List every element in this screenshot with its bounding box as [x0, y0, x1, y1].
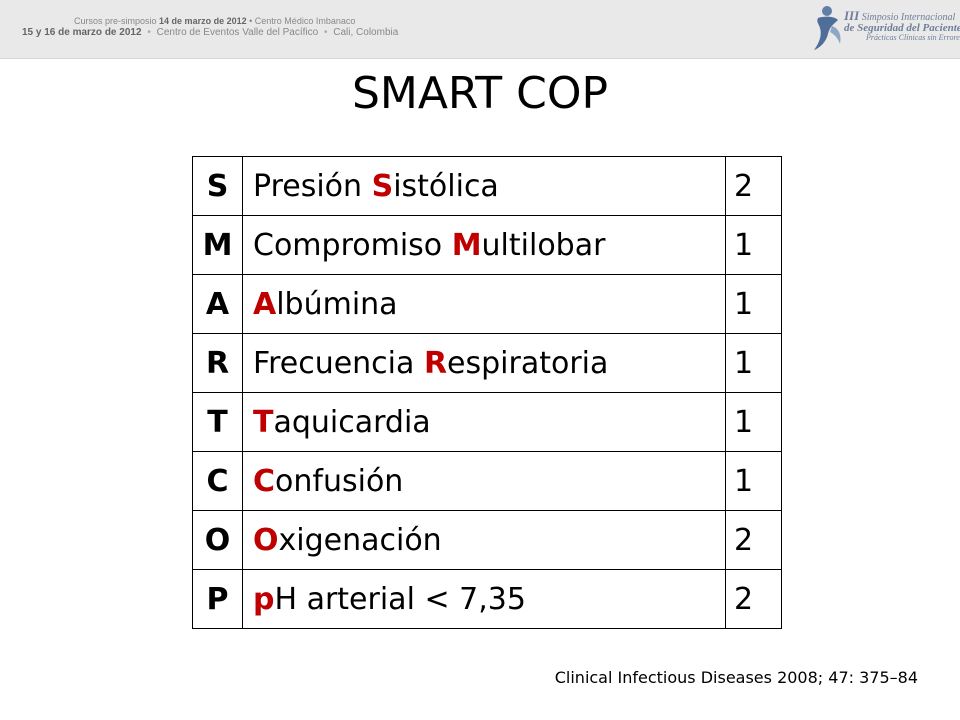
citation: Clinical Infectious Diseases 2008; 47: 3…	[554, 668, 918, 687]
symposium-logo: III Simposio Internacional de Seguridad …	[810, 4, 960, 52]
row-letter: A	[192, 274, 243, 334]
criterion-text-pre: Presión	[253, 168, 372, 204]
row-letter: T	[192, 392, 243, 452]
logo-line2-prefix: de	[844, 22, 855, 34]
row-letter: C	[192, 451, 243, 511]
table-row: C Confusión 1	[192, 451, 782, 511]
row-criterion: Oxigenación	[242, 510, 726, 570]
criterion-text-post: istólica	[393, 168, 499, 204]
event-info-line2: 15 y 16 de marzo de 2012 • Centro de Eve…	[22, 27, 398, 38]
table-row: O Oxigenación 2	[192, 510, 782, 570]
row-points: 1	[725, 392, 782, 452]
row-criterion: Taquicardia	[242, 392, 726, 452]
pre-symposium-label: Cursos pre-simposio	[74, 16, 157, 26]
table-row: T Taquicardia 1	[192, 392, 782, 452]
criterion-text-post: espiratoria	[447, 345, 609, 381]
criterion-text-post: onfusión	[275, 463, 404, 499]
criterion-text-pre: Frecuencia	[253, 345, 424, 381]
row-points: 2	[725, 156, 782, 216]
criterion-text-post: H arterial < 7,35	[274, 581, 526, 617]
event-info: Cursos pre-simposio 14 de marzo de 2012 …	[22, 16, 398, 38]
row-criterion: pH arterial < 7,35	[242, 569, 726, 629]
criterion-highlight-letter: R	[423, 345, 448, 381]
criterion-text-post: aquicardia	[273, 404, 431, 440]
row-criterion: Presión Sistólica	[242, 156, 726, 216]
separator-dot: •	[249, 16, 253, 26]
person-figure-icon	[814, 6, 841, 50]
row-letter: M	[192, 215, 243, 275]
row-criterion: Compromiso Multilobar	[242, 215, 726, 275]
table-row: M Compromiso Multilobar 1	[192, 215, 782, 275]
smart-cop-table: S Presión Sistólica 2 M Compromiso Multiloba…	[192, 156, 782, 629]
separator-dot: •	[323, 27, 328, 38]
criterion-highlight-letter: p	[253, 581, 275, 617]
symposium-venue: Centro de Eventos Valle del Pacífico	[156, 27, 319, 38]
row-letter: P	[192, 569, 243, 629]
symposium-city: Cali, Colombia	[333, 27, 399, 38]
criterion-text-post: ultilobar	[481, 227, 606, 263]
row-points: 2	[725, 510, 782, 570]
logo-line2: Seguridad del Paciente	[857, 22, 960, 34]
separator-dot: •	[147, 27, 151, 38]
logo-text: III Simposio Internacional de Seguridad …	[844, 8, 960, 43]
row-criterion: Albúmina	[242, 274, 726, 334]
row-points: 1	[725, 451, 782, 511]
pre-symposium-venue: Centro Médico Imbanaco	[254, 16, 356, 26]
logo-line1: Simposio Internacional	[861, 12, 956, 23]
criterion-text-post: lbúmina	[276, 286, 398, 322]
row-points: 2	[725, 569, 782, 629]
row-points: 1	[725, 333, 782, 393]
event-info-line1: Cursos pre-simposio 14 de marzo de 2012 …	[22, 16, 398, 27]
criterion-text-post: xigenación	[278, 522, 442, 558]
smart-cop-table-body: S Presión Sistólica 2 M Compromiso Multiloba…	[192, 156, 782, 629]
criterion-highlight-letter: O	[253, 522, 279, 558]
criterion-highlight-letter: M	[451, 227, 482, 263]
criterion-highlight-letter: C	[253, 463, 276, 499]
row-letter: O	[192, 510, 243, 570]
logo-roman-numeral: III	[844, 8, 860, 23]
row-points: 1	[725, 274, 782, 334]
criterion-text-pre: Compromiso	[253, 227, 452, 263]
pre-symposium-date: 14 de marzo de 2012	[159, 16, 247, 26]
criterion-highlight-letter: A	[253, 286, 277, 322]
row-criterion: Confusión	[242, 451, 726, 511]
row-points: 1	[725, 215, 782, 275]
row-letter: S	[192, 156, 243, 216]
row-letter: R	[192, 333, 243, 393]
criterion-highlight-letter: S	[371, 168, 394, 204]
row-criterion: Frecuencia Respiratoria	[242, 333, 726, 393]
table-row: R Frecuencia Respiratoria 1	[192, 333, 782, 393]
symposium-date: 15 y 16 de marzo de 2012	[22, 27, 142, 38]
logo-line3: Prácticas Clínicas sin Errores	[866, 33, 960, 42]
table-row: S Presión Sistólica 2	[192, 156, 782, 216]
criterion-highlight-letter: T	[253, 404, 274, 440]
slide-title: SMART COP	[351, 68, 609, 119]
header-banner: Cursos pre-simposio 14 de marzo de 2012 …	[0, 0, 960, 59]
table-row: A Albúmina 1	[192, 274, 782, 334]
